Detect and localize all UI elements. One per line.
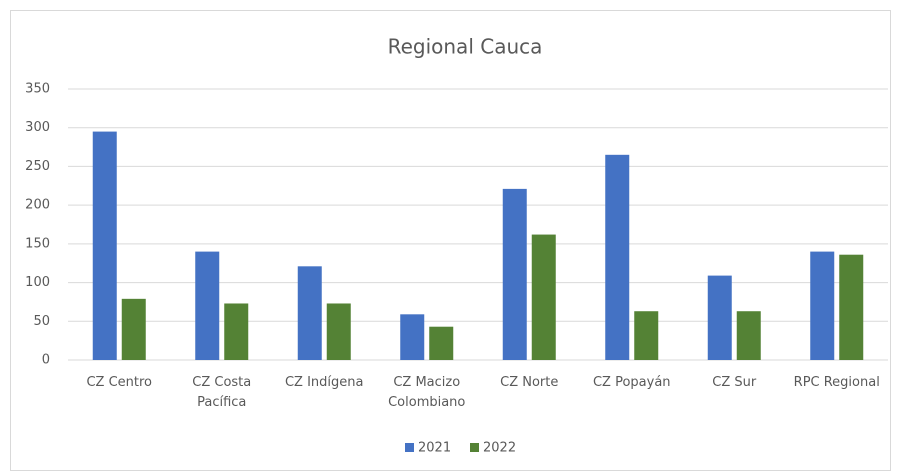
y-tick-label: 150 xyxy=(25,236,50,251)
y-tick-label: 100 xyxy=(25,275,50,290)
y-tick-label: 0 xyxy=(42,353,50,368)
bar xyxy=(224,303,249,360)
bar xyxy=(297,266,322,360)
legend-label: 2022 xyxy=(483,441,516,456)
chart-frame xyxy=(10,10,891,471)
x-tick-label: CZ Indígena xyxy=(284,375,364,390)
bar xyxy=(634,311,659,360)
bar xyxy=(400,314,425,360)
x-tick-label: CZ Popayán xyxy=(592,375,671,390)
bar xyxy=(326,303,351,360)
x-tick-label: RPC Regional xyxy=(793,375,880,390)
bar xyxy=(736,311,761,360)
legend-label: 2021 xyxy=(418,441,451,456)
bar xyxy=(92,131,117,360)
y-tick-label: 300 xyxy=(25,120,50,135)
legend-swatch xyxy=(405,443,414,452)
x-tick-label: CZ Norte xyxy=(500,375,559,390)
bar xyxy=(121,298,146,360)
x-tick-label: CZ Macizo Colombiano xyxy=(388,375,466,410)
x-tick-label: CZ Centro xyxy=(86,375,153,390)
bar xyxy=(707,275,732,360)
bar xyxy=(531,234,556,360)
chart-title: Regional Cauca xyxy=(388,35,543,59)
bar xyxy=(502,188,527,360)
legend-swatch xyxy=(470,443,479,452)
x-tick-label: CZ Costa Pacífica xyxy=(192,375,252,410)
x-tick-label: CZ Sur xyxy=(712,375,757,390)
y-tick-label: 350 xyxy=(25,82,50,97)
bar xyxy=(605,154,630,360)
bar xyxy=(839,254,864,360)
y-tick-label: 250 xyxy=(25,159,50,174)
bar xyxy=(429,326,454,360)
bar xyxy=(810,251,835,360)
bar xyxy=(195,251,220,360)
y-tick-label: 50 xyxy=(33,314,50,329)
y-tick-label: 200 xyxy=(25,198,50,213)
